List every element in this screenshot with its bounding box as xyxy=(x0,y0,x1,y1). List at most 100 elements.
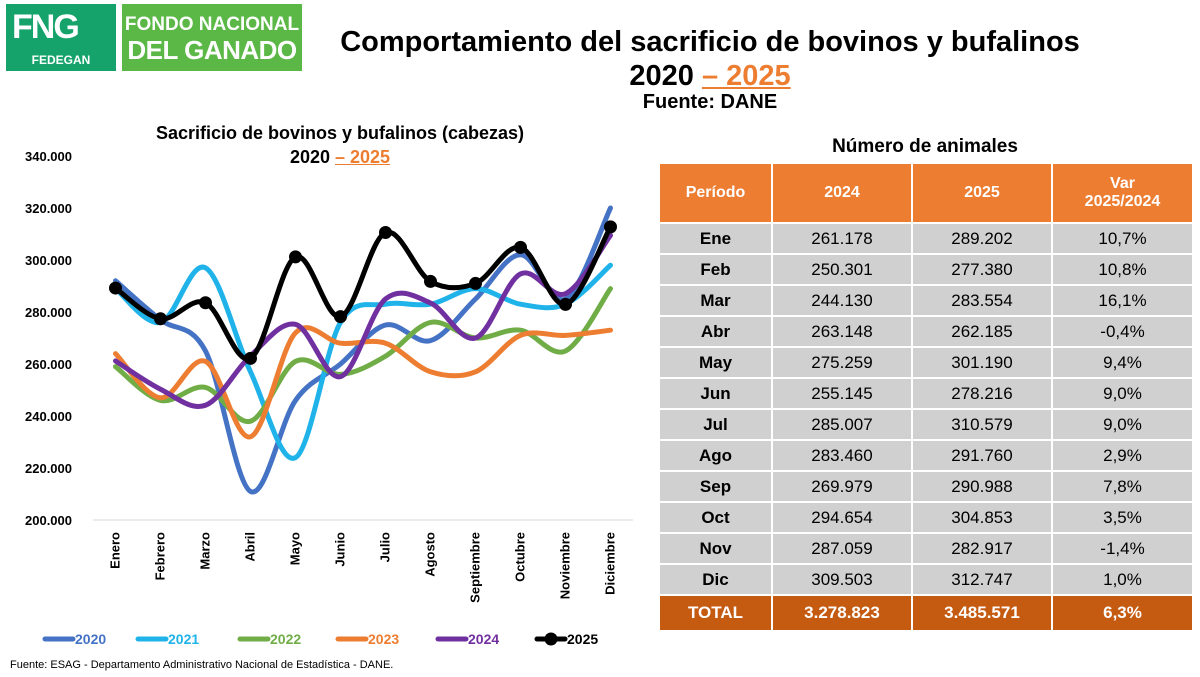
total-period: TOTAL xyxy=(658,594,773,632)
y-tick-label: 200.000 xyxy=(25,513,72,528)
table-row: Dic 309.503 312.747 1,0% xyxy=(658,563,1194,596)
chart-title-years: 2020 – 2025 xyxy=(90,145,590,169)
header-var-text: Var 2025/2024 xyxy=(1084,175,1161,210)
x-tick-label: Enero xyxy=(108,532,123,569)
logo-line2: DEL GANADO xyxy=(127,35,297,65)
table-header-row: Período 2024 2025 Var 2025/2024 xyxy=(658,162,1194,224)
cell-period: Abr xyxy=(658,315,773,348)
cell-period: Nov xyxy=(658,532,773,565)
point-2025 xyxy=(334,310,347,324)
table-row: Oct 294.654 304.853 3,5% xyxy=(658,501,1194,534)
cell-variation: 3,5% xyxy=(1051,501,1194,534)
cell-period: Oct xyxy=(658,501,773,534)
cell-variation: 10,8% xyxy=(1051,253,1194,286)
cell-variation: 2,9% xyxy=(1051,439,1194,472)
header-2025: 2025 xyxy=(911,162,1053,224)
point-2025 xyxy=(604,220,617,234)
cell-variation: 7,8% xyxy=(1051,470,1194,503)
point-2025 xyxy=(154,312,167,326)
cell-variation: 9,0% xyxy=(1051,377,1194,410)
fng-logo: FNG FEDEGAN FONDO NACIONAL DEL GANADO xyxy=(6,4,302,71)
point-2025 xyxy=(469,276,482,290)
cell-period: Mar xyxy=(658,284,773,317)
table-row: Feb 250.301 277.380 10,8% xyxy=(658,253,1194,286)
cell-value-2025: 282.917 xyxy=(911,532,1053,565)
table-row: Mar 244.130 283.554 16,1% xyxy=(658,284,1194,317)
legend-label-2022: 2022 xyxy=(270,631,301,647)
legend-label-2025: 2025 xyxy=(567,631,598,647)
cell-period: May xyxy=(658,346,773,379)
x-tick-label: Octubre xyxy=(513,532,528,582)
x-tick-label: Noviembre xyxy=(558,532,573,599)
data-table: Período 2024 2025 Var 2025/2024 Ene 261.17… xyxy=(658,162,1194,632)
chart-title-line1: Sacrificio de bovinos y bufalinos (cabez… xyxy=(155,123,525,143)
legend-label-2024: 2024 xyxy=(468,631,499,647)
y-tick-label: 300.000 xyxy=(25,253,72,268)
table-row: Ago 283.460 291.760 2,9% xyxy=(658,439,1194,472)
years-end: – 2025 xyxy=(701,60,791,92)
series-line-2024 xyxy=(113,232,613,409)
cell-value-2024: 283.460 xyxy=(771,439,913,472)
point-2025 xyxy=(379,225,392,239)
cell-period: Jul xyxy=(658,408,773,441)
table-row: Nov 287.059 282.917 -1,4% xyxy=(658,532,1194,565)
point-2025 xyxy=(559,297,572,311)
x-tick-label: Agosto xyxy=(423,532,438,577)
table-row: Jul 285.007 310.579 9,0% xyxy=(658,408,1194,441)
header-period: Período xyxy=(658,162,773,224)
y-tick-label: 280.000 xyxy=(25,305,72,320)
cell-variation: 16,1% xyxy=(1051,284,1194,317)
table-row: May 275.259 301.190 9,4% xyxy=(658,346,1194,379)
legend-label-2020: 2020 xyxy=(75,631,106,647)
cell-value-2024: 263.148 xyxy=(771,315,913,348)
cell-period: Dic xyxy=(658,563,773,596)
logo-wordmark: FONDO NACIONAL DEL GANADO xyxy=(122,4,302,71)
chart-title: Sacrificio de bovinos y bufalinos (cabez… xyxy=(90,121,590,169)
point-2025 xyxy=(109,281,122,295)
x-tick-label: Febrero xyxy=(153,532,168,580)
cell-value-2024: 275.259 xyxy=(771,346,913,379)
page-title-years: 2020 – 2025 xyxy=(300,60,1120,92)
logo-line1: FONDO NACIONAL xyxy=(124,14,300,35)
years-start: 2020 xyxy=(629,60,702,92)
cell-value-2025: 277.380 xyxy=(911,253,1053,286)
chart-years-end: – 2025 xyxy=(334,147,391,167)
x-tick-label: Abril xyxy=(243,532,258,562)
y-tick-label: 260.000 xyxy=(25,357,72,372)
logo-fedegan-text: FEDEGAN xyxy=(31,53,91,67)
cell-value-2025: 283.554 xyxy=(911,284,1053,317)
cell-variation: 9,0% xyxy=(1051,408,1194,441)
x-tick-label: Julio xyxy=(378,532,393,562)
cell-value-2024: 261.178 xyxy=(771,222,913,255)
cell-variation: 9,4% xyxy=(1051,346,1194,379)
footnote: Fuente: ESAG - Departamento Administrati… xyxy=(10,659,394,671)
line-chart: 200.000 220.000 240.000 260.000 280.000 300.0… xyxy=(25,149,633,647)
cell-value-2025: 301.190 xyxy=(911,346,1053,379)
cell-period: Jun xyxy=(658,377,773,410)
series-line-2021 xyxy=(113,262,613,461)
cell-value-2024: 309.503 xyxy=(771,563,913,596)
legend-label-2021: 2021 xyxy=(168,631,199,647)
cell-value-2025: 262.185 xyxy=(911,315,1053,348)
y-tick-label: 340.000 xyxy=(25,149,72,164)
table-caption: Número de animales xyxy=(832,136,1018,157)
cell-value-2024: 250.301 xyxy=(771,253,913,286)
table-row: Ene 261.178 289.202 10,7% xyxy=(658,222,1194,255)
table-row: Jun 255.145 278.216 9,0% xyxy=(658,377,1194,410)
legend-label-2023: 2023 xyxy=(368,631,399,647)
y-tick-label: 240.000 xyxy=(25,409,72,424)
cell-value-2025: 290.988 xyxy=(911,470,1053,503)
point-2025 xyxy=(289,250,302,264)
page-source: Fuente: DANE xyxy=(642,91,778,113)
cell-value-2025: 310.579 xyxy=(911,408,1053,441)
total-variation: 6,3% xyxy=(1051,594,1194,632)
cell-variation: -1,4% xyxy=(1051,532,1194,565)
cell-value-2024: 285.007 xyxy=(771,408,913,441)
cell-variation: -0,4% xyxy=(1051,315,1194,348)
cell-value-2025: 278.216 xyxy=(911,377,1053,410)
table-row: Abr 263.148 262.185 -0,4% xyxy=(658,315,1194,348)
cell-period: Ago xyxy=(658,439,773,472)
total-value-2024: 3.278.823 xyxy=(771,594,913,632)
legend-marker-2025 xyxy=(544,632,558,646)
x-tick-label: Diciembre xyxy=(603,532,618,595)
